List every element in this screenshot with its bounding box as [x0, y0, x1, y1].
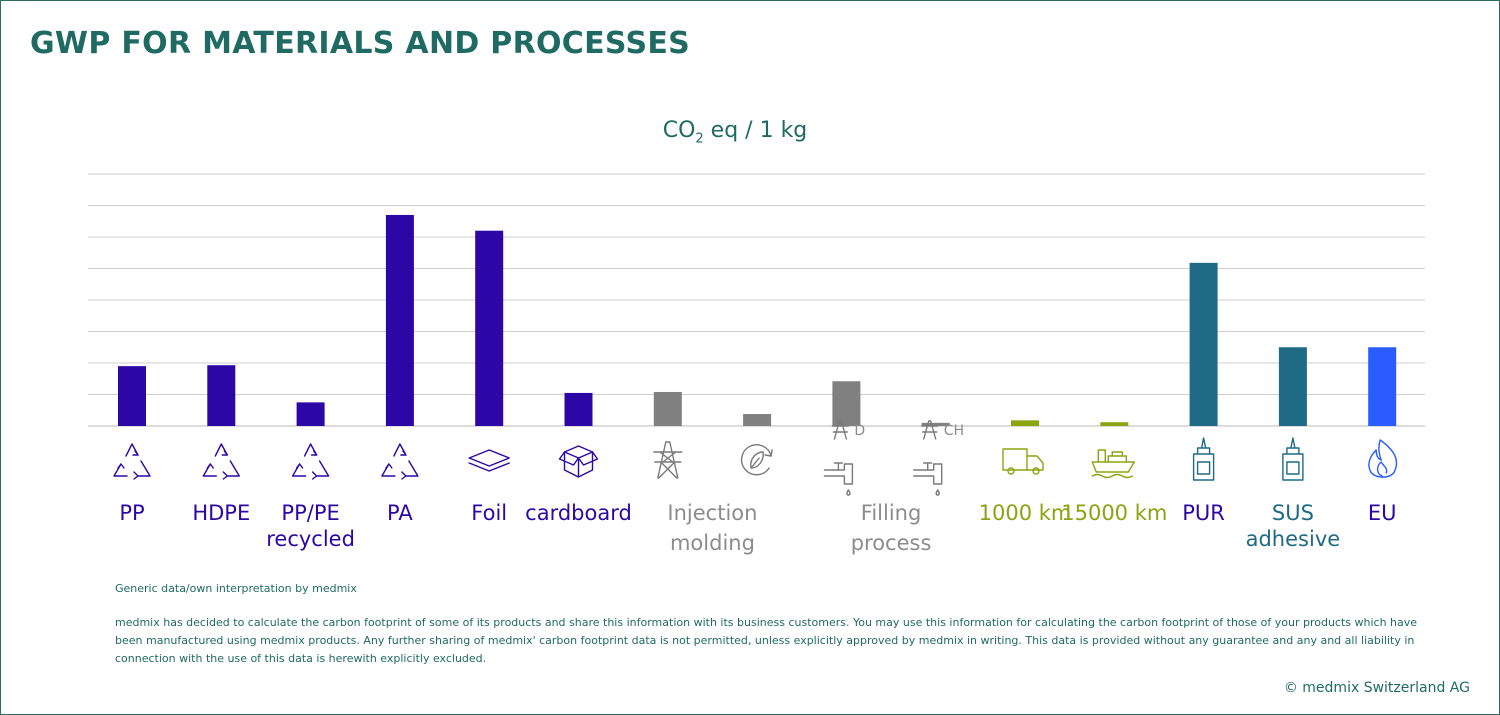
bar — [296, 402, 325, 426]
page-title: GWP FOR MATERIALS AND PROCESSES — [30, 26, 691, 61]
recycle-icon — [113, 443, 151, 480]
category-label: SUS adhesive — [1246, 501, 1341, 551]
glue-bottle-icon — [1282, 437, 1304, 481]
copyright: © medmix Switzerland AG — [1283, 680, 1470, 696]
disclaimer-text: medmix has decided to calculate the carb… — [115, 616, 1418, 665]
category-label: cardboard — [525, 501, 632, 525]
bar — [1278, 347, 1307, 426]
icon-tag: D — [854, 423, 865, 439]
category-label: HDPE — [192, 501, 250, 525]
category-label: 15000 km — [1061, 501, 1167, 525]
bar — [1368, 347, 1397, 426]
bar — [118, 366, 146, 426]
recycle-icon — [381, 443, 419, 480]
bar — [832, 381, 861, 426]
source-note: Generic data/own interpretation by medmi… — [115, 582, 357, 595]
category-label: EU — [1368, 501, 1397, 525]
category-label: 1000 km — [979, 501, 1072, 525]
recycle-icon — [202, 443, 240, 480]
icon-tag: CH — [944, 423, 964, 439]
truck-icon — [1002, 448, 1044, 475]
leaf-cycle-icon — [740, 444, 773, 476]
pylon-tap-icon — [823, 420, 854, 496]
bar — [743, 414, 772, 426]
category-label: Injection molding — [667, 501, 757, 555]
category-label: PP — [119, 501, 144, 525]
bar — [1100, 422, 1129, 426]
unit-label: CO2 eq / 1 kg — [662, 118, 808, 147]
pylon-tap-icon — [913, 420, 943, 496]
glue-bottle-icon — [1192, 437, 1215, 481]
bar — [475, 230, 504, 426]
bar — [1011, 420, 1039, 426]
layers-icon — [468, 449, 510, 472]
bar — [653, 391, 682, 426]
box-icon — [558, 445, 599, 478]
flame-icon — [1368, 439, 1398, 478]
bar — [564, 392, 593, 426]
category-label: PUR — [1182, 501, 1225, 525]
category-label: Foil — [471, 501, 507, 525]
bar — [1189, 262, 1218, 426]
category-label: Filling process — [851, 501, 932, 555]
recycle-icon — [291, 443, 330, 480]
ship-icon — [1091, 449, 1135, 479]
power-pylon-icon — [653, 441, 683, 479]
category-label: PA — [387, 501, 413, 525]
category-label: PP/PE recycled — [266, 501, 355, 551]
bar — [207, 365, 236, 426]
bar — [385, 214, 414, 426]
bar — [921, 422, 950, 426]
